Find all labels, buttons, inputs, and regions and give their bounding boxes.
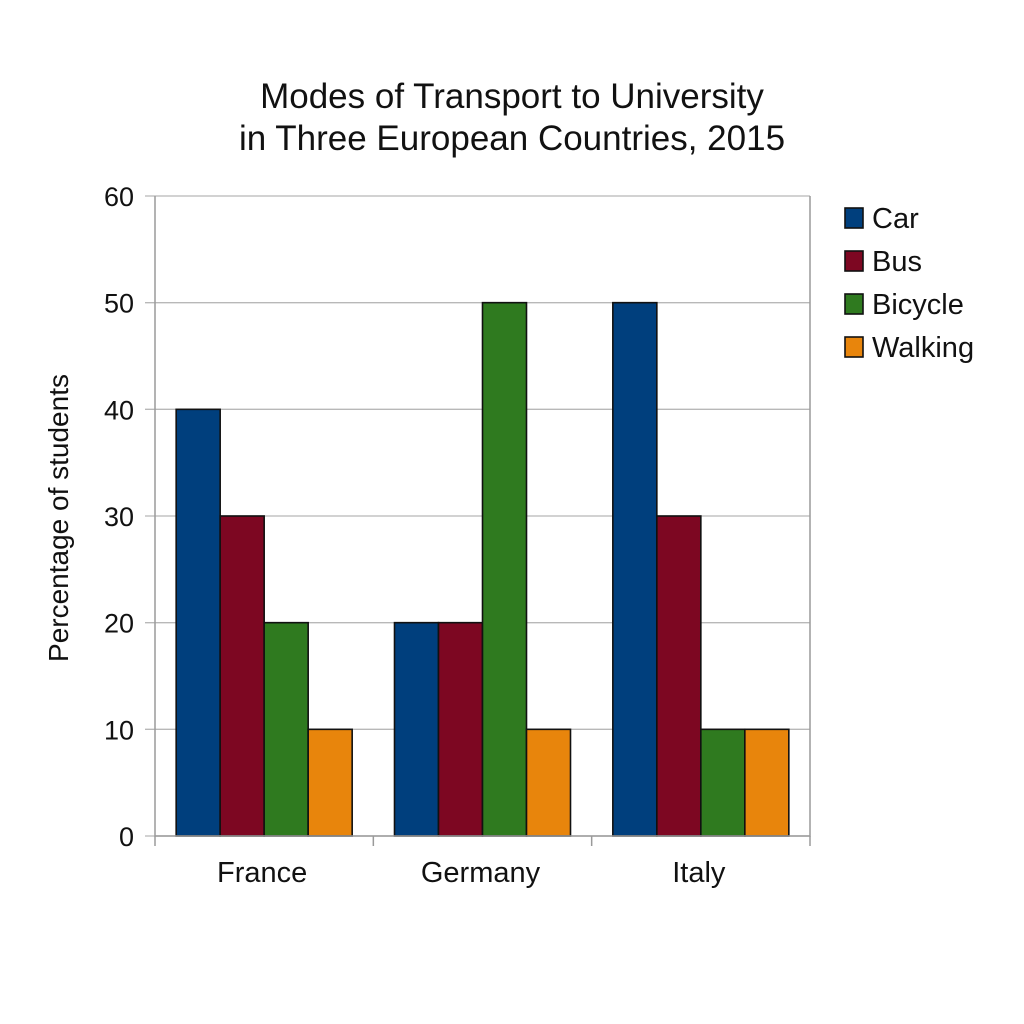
legend-swatch-walking xyxy=(844,336,864,358)
x-category-label: Italy xyxy=(672,857,726,889)
bar-walking-germany xyxy=(525,728,572,837)
bar-walking-france xyxy=(307,728,353,837)
bar-car-italy xyxy=(612,301,658,837)
bar-bicycle-france xyxy=(263,621,309,837)
category-labels: France Germany Italy xyxy=(217,857,726,889)
bar-car-germany xyxy=(393,621,440,837)
y-tick-label: 40 xyxy=(104,395,134,425)
legend-swatch-car xyxy=(844,207,864,229)
x-category-label: France xyxy=(217,857,307,889)
bar-walking-italy xyxy=(744,728,790,837)
bar-bicycle-germany xyxy=(481,301,528,837)
y-tick-label: 0 xyxy=(119,822,134,852)
y-tick-label: 20 xyxy=(104,609,134,639)
legend-swatch-bus xyxy=(844,250,864,272)
y-axis-ticks: 0 10 20 30 40 50 60 xyxy=(104,182,134,852)
legend-label-walking: Walking xyxy=(872,332,974,364)
legend-swatch-bicycle xyxy=(844,293,864,315)
y-tick-label: 30 xyxy=(104,502,134,532)
bar-bus-germany xyxy=(437,621,484,837)
legend-label-bicycle: Bicycle xyxy=(872,289,964,321)
legend: Car Bus Bicycle Walking xyxy=(844,203,974,364)
y-tick-label: 60 xyxy=(104,182,134,212)
bar-bus-france xyxy=(219,515,265,837)
y-tick-label: 50 xyxy=(104,289,134,319)
plot-frame xyxy=(154,196,811,837)
bar-bus-italy xyxy=(656,515,702,837)
legend-label-bus: Bus xyxy=(872,246,922,278)
chart-title-line-1: Modes of Transport to University xyxy=(260,77,764,116)
bar-bicycle-italy xyxy=(700,728,746,837)
legend-label-car: Car xyxy=(872,203,919,235)
x-category-label: Germany xyxy=(421,857,541,889)
y-tick-label: 10 xyxy=(104,715,134,745)
chart-title-line-2: in Three European Countries, 2015 xyxy=(239,119,785,158)
axes xyxy=(154,196,811,846)
bar-car-france xyxy=(175,408,221,837)
y-axis-title: Percentage of students xyxy=(43,374,74,662)
bars xyxy=(175,301,790,837)
